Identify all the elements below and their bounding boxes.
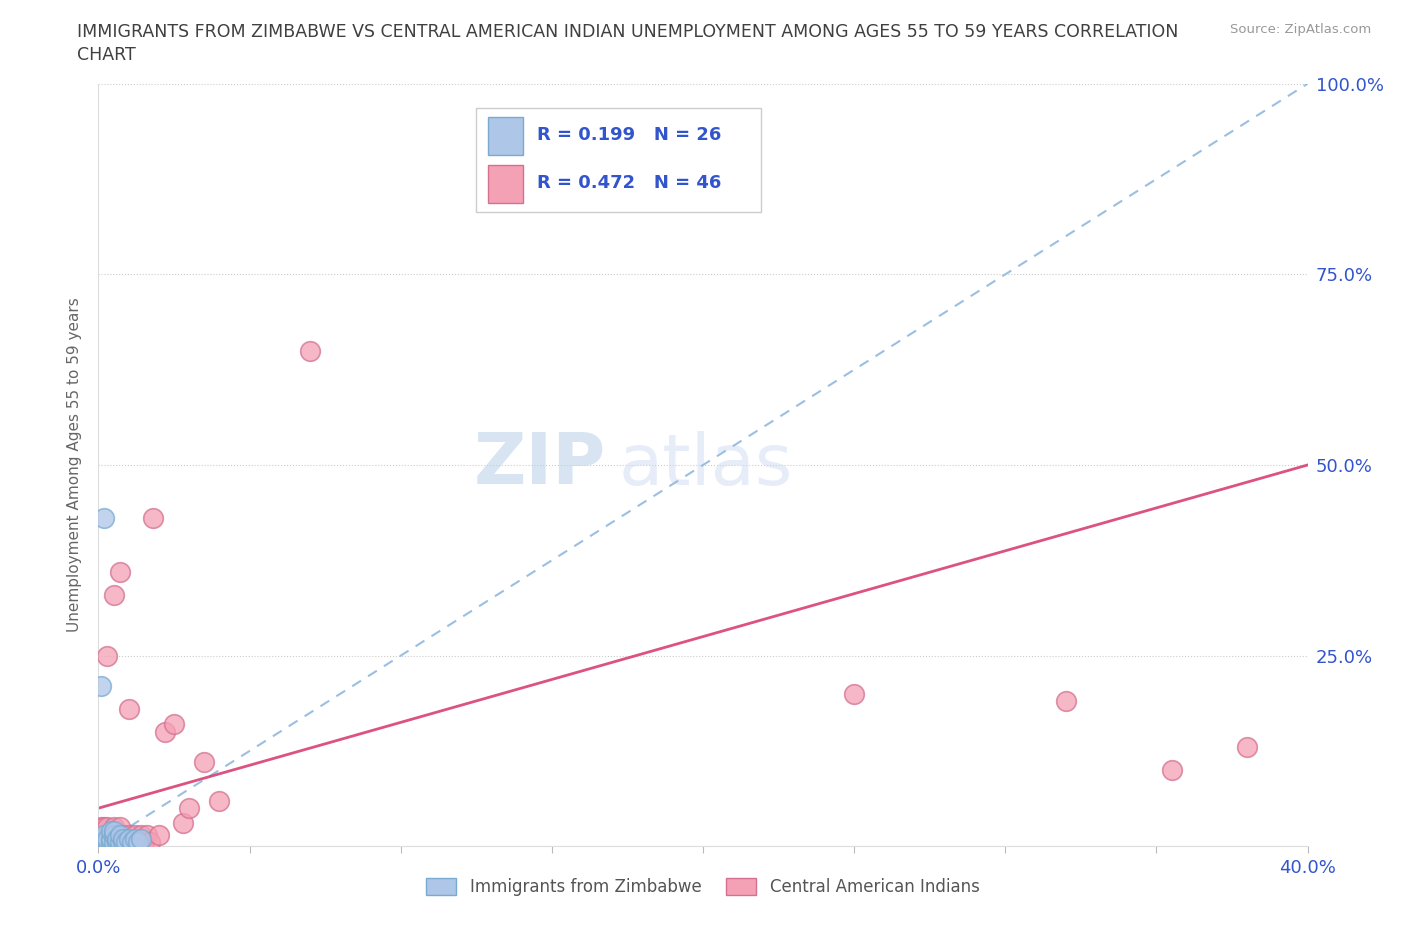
Point [108,835,131,850]
Point [108,820,131,835]
Point [118,831,141,846]
Y-axis label: Unemployment Among Ages 55 to 59 years: Unemployment Among Ages 55 to 59 years [67,298,83,632]
Point [93,820,115,835]
Point [93,835,115,850]
Point [100,824,122,839]
Point [93,511,115,525]
Point [124,828,146,843]
Point [118,828,141,843]
Point [103,835,125,850]
Point [127,835,149,850]
Point [90,820,112,835]
Point [114,835,136,850]
Point [1236,739,1258,754]
Legend: Immigrants from Zimbabwe, Central American Indians: Immigrants from Zimbabwe, Central Americ… [419,871,987,903]
Point [111,828,134,843]
Point [96,820,118,835]
Point [111,831,134,846]
Point [1160,763,1182,777]
Point [193,755,215,770]
Point [96,648,118,663]
Point [124,831,146,846]
Point [103,835,125,850]
Point [103,828,125,843]
Point [114,835,136,850]
Point [139,835,162,850]
Point [105,828,128,843]
Point [153,724,176,739]
Point [299,343,322,358]
Point [135,828,157,843]
Text: IMMIGRANTS FROM ZIMBABWE VS CENTRAL AMERICAN INDIAN UNEMPLOYMENT AMONG AGES 55 T: IMMIGRANTS FROM ZIMBABWE VS CENTRAL AMER… [77,23,1178,41]
Point [172,816,194,830]
Point [90,679,112,694]
Point [108,835,131,850]
Point [208,793,231,808]
Point [103,820,125,835]
Point [121,835,143,850]
Point [129,828,152,843]
Point [90,835,112,850]
Point [103,824,125,839]
Point [90,835,112,850]
Point [100,835,122,850]
Text: CHART: CHART [77,46,136,64]
Point [96,835,118,850]
Point [111,835,134,850]
Point [148,828,170,843]
Point [90,831,112,846]
Point [142,511,165,525]
Point [118,701,141,716]
Point [163,717,186,732]
Point [93,828,115,843]
Text: Source: ZipAtlas.com: Source: ZipAtlas.com [1230,23,1371,36]
Point [103,587,125,602]
Point [111,835,134,850]
Point [121,835,143,850]
Point [108,565,131,579]
Point [93,828,115,843]
Point [100,835,122,850]
Point [118,835,141,850]
Point [96,828,118,843]
Point [105,835,128,850]
Point [108,828,131,843]
Point [844,686,866,701]
Text: atlas: atlas [619,431,793,499]
Point [93,835,115,850]
Point [100,828,122,843]
Point [96,835,118,850]
Point [96,831,118,846]
Point [90,828,112,843]
Point [129,831,152,846]
Point [1054,694,1077,709]
Point [105,831,128,846]
Point [179,801,201,816]
Text: ZIP: ZIP [474,431,606,499]
Point [100,831,122,846]
Point [132,835,155,850]
Point [105,835,128,850]
Point [127,835,149,850]
